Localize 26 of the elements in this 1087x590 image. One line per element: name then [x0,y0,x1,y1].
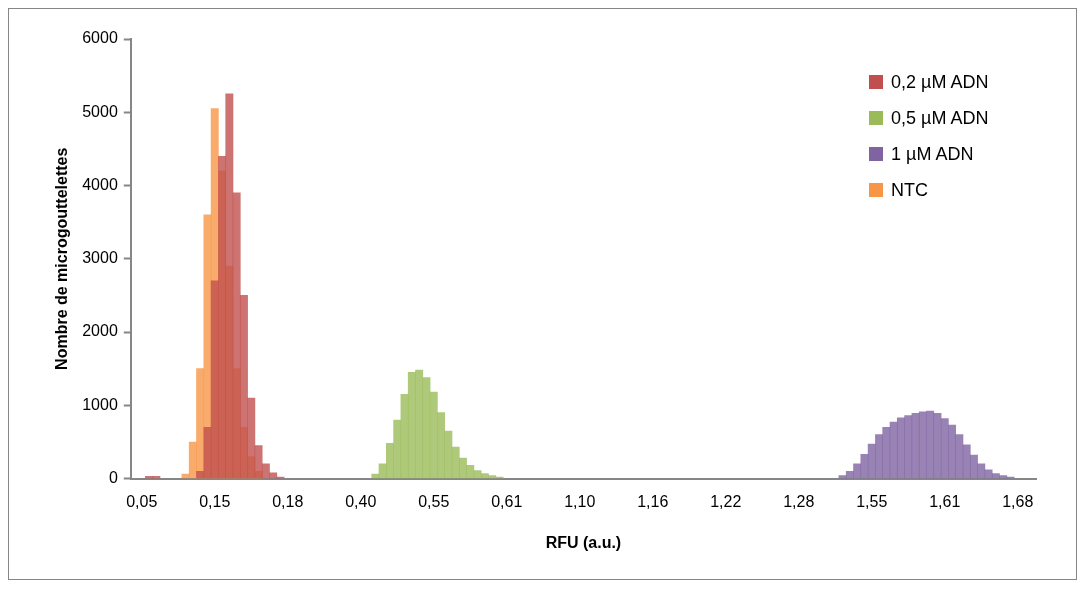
y-tick-label: 3000 [82,249,118,267]
y-tick-label: 2000 [82,322,118,340]
x-tick-label: 1,10 [564,492,596,510]
legend-label: NTC [891,179,928,201]
x-tick-label: 1,16 [637,492,669,510]
x-tick-label: 1,55 [856,492,888,510]
y-tick-label: 6000 [82,29,118,47]
x-tick-label: 0,40 [345,492,377,510]
y-tick-label: 5000 [82,102,118,120]
legend-label: 0,2 µM ADN [891,71,989,93]
y-tick-label: 4000 [82,175,118,193]
x-tick-label: 1,28 [783,492,815,510]
x-tick-label: 0,61 [491,492,523,510]
x-tick-label: 0,55 [418,492,450,510]
x-tick-label: 0,15 [199,492,231,510]
x-axis-title: RFU (a.u.) [545,533,622,551]
legend-label: 0,5 µM ADN [891,107,989,129]
x-tick-label: 0,18 [272,492,304,510]
legend-label: 1 µM ADN [891,143,974,165]
x-tick-label: 1,68 [1002,492,1034,510]
x-tick-label: 1,61 [929,492,961,510]
x-tick-label: 0,05 [126,492,158,510]
y-axis-title: Nombre de microgouttelettes [53,147,71,370]
y-tick-label: 1000 [82,395,118,413]
y-tick-label: 0 [108,469,118,487]
x-tick-label: 1,22 [710,492,742,510]
